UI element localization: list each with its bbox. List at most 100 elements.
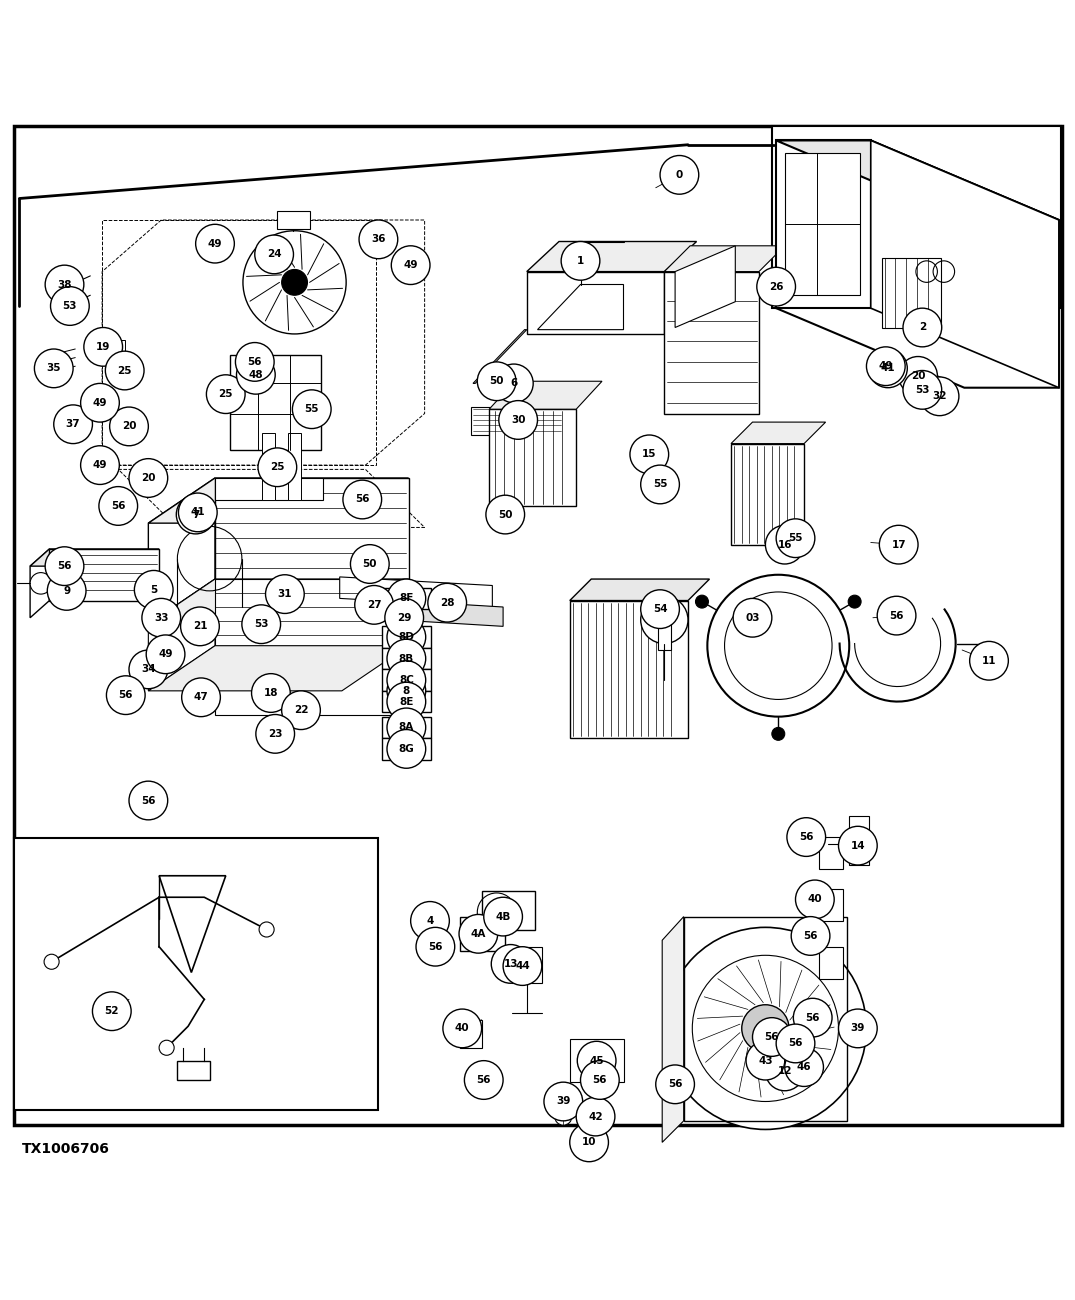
Circle shape [757,268,796,306]
Circle shape [970,641,1008,680]
Circle shape [641,590,679,628]
Polygon shape [489,410,576,506]
Text: 39: 39 [850,1023,865,1034]
Circle shape [99,486,138,525]
Circle shape [499,400,538,439]
Circle shape [385,598,424,637]
Circle shape [776,1024,815,1063]
Circle shape [54,404,92,443]
Circle shape [411,902,449,940]
Circle shape [182,679,220,716]
Text: 49: 49 [403,260,418,270]
FancyBboxPatch shape [382,627,431,647]
Text: 50: 50 [498,510,513,520]
Circle shape [486,495,525,534]
Circle shape [570,1123,608,1162]
Text: 56: 56 [592,1075,607,1086]
Text: 20: 20 [911,370,926,381]
Bar [658,620,671,650]
Text: 55: 55 [788,533,803,543]
Text: 56: 56 [141,796,156,806]
Circle shape [282,269,307,295]
Text: 23: 23 [268,729,283,738]
Circle shape [129,650,168,689]
Text: 8E: 8E [401,697,412,706]
Text: 56: 56 [788,1039,803,1048]
Bar [882,257,941,328]
Circle shape [555,1108,572,1126]
Text: 20: 20 [121,421,137,432]
Text: 45: 45 [589,1056,604,1066]
Circle shape [580,1138,598,1156]
Circle shape [765,1052,804,1091]
Text: 50: 50 [362,559,377,569]
Circle shape [266,575,304,614]
Polygon shape [871,140,1059,387]
Circle shape [459,914,498,953]
Circle shape [838,827,877,865]
Circle shape [503,946,542,985]
Bar [819,889,843,920]
Circle shape [793,998,832,1037]
Circle shape [235,342,274,381]
Text: 53: 53 [62,302,77,311]
Text: 56: 56 [476,1075,491,1086]
Text: 49: 49 [92,460,108,471]
Text: 34: 34 [141,664,156,675]
Polygon shape [30,549,49,618]
Circle shape [92,992,131,1031]
Polygon shape [215,578,408,646]
Text: 56: 56 [803,931,818,941]
Circle shape [387,640,426,679]
Polygon shape [340,577,492,607]
Circle shape [359,220,398,259]
Text: 8A: 8A [399,723,414,732]
Bar [482,891,535,930]
Polygon shape [785,153,860,295]
Text: 28: 28 [440,598,455,607]
Circle shape [796,880,834,919]
Circle shape [110,407,148,446]
Bar [849,815,869,865]
Text: 03: 03 [745,612,760,623]
Polygon shape [148,578,215,690]
Polygon shape [664,246,785,272]
Text: 39: 39 [556,1096,571,1106]
Text: 8A: 8A [400,723,413,732]
Circle shape [772,728,785,740]
Text: 38: 38 [57,280,72,290]
Circle shape [30,572,52,594]
Circle shape [391,246,430,285]
Bar [819,946,843,979]
Polygon shape [527,242,697,272]
Text: 49: 49 [207,239,223,248]
Text: 41: 41 [880,363,895,373]
Bar [177,1061,210,1080]
Text: 12: 12 [777,1066,792,1076]
Bar [512,946,542,983]
Circle shape [44,954,59,970]
Circle shape [134,571,173,610]
Circle shape [106,676,145,715]
Polygon shape [776,140,1059,220]
Bar [230,355,321,450]
Bar [105,358,125,368]
Text: 56: 56 [889,611,904,620]
Text: 29: 29 [397,612,412,623]
Text: 25: 25 [117,365,132,376]
Circle shape [866,347,905,386]
Text: 1: 1 [577,256,584,266]
Circle shape [256,715,295,753]
Circle shape [243,231,346,334]
Text: 41: 41 [190,507,205,517]
Text: 20: 20 [141,473,156,484]
FancyBboxPatch shape [382,670,431,690]
Polygon shape [731,443,804,545]
Bar [460,1019,482,1048]
Circle shape [34,348,73,387]
Circle shape [196,225,234,263]
Circle shape [899,356,937,395]
Circle shape [920,377,959,416]
Circle shape [387,618,426,656]
Text: 13: 13 [503,959,518,968]
